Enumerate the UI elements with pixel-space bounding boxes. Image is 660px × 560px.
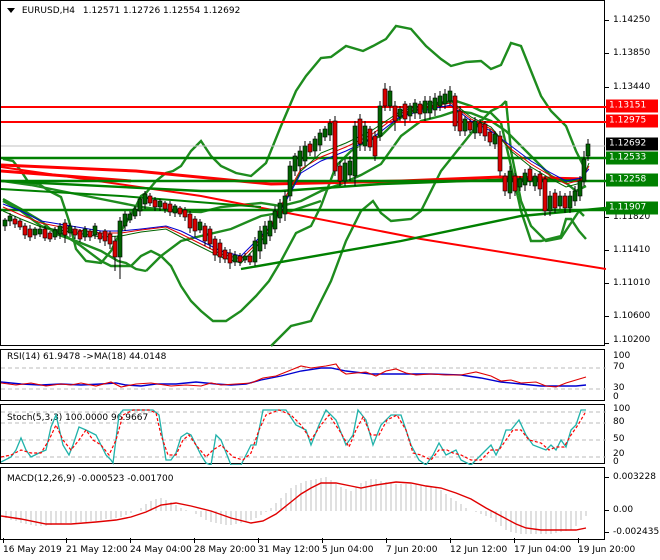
- price-tick: 1.13850: [613, 48, 651, 58]
- macd-tick: 0.003228: [613, 472, 656, 482]
- tick-mark: [605, 283, 609, 284]
- moving-averages: [2, 100, 590, 264]
- price-tick: 1.13440: [613, 82, 651, 92]
- rsi-axis: 100 70 30 0: [605, 349, 660, 402]
- tick-mark: [130, 538, 131, 543]
- ohlc-values: 1.12571 1.12726 1.12554 1.12692: [82, 6, 241, 16]
- rsi-tick: 70: [613, 362, 625, 372]
- tick-mark: [578, 538, 579, 543]
- rsi-tick: 0: [613, 392, 619, 402]
- tick-mark: [3, 538, 4, 543]
- stoch-tick: 0: [613, 457, 619, 467]
- price-axis[interactable]: 1.14250 1.13850 1.13440 1.11820 1.11410 …: [605, 0, 660, 346]
- time-label: 31 May 12:00: [258, 545, 320, 555]
- tick-mark: [386, 538, 387, 543]
- price-tick: 1.11820: [613, 212, 651, 222]
- time-label: 16 May 2019: [3, 545, 62, 555]
- stoch-canvas: [1, 408, 606, 465]
- macd-signal-line: [1, 481, 587, 531]
- macd-axis: 0.003228 0.00 -0.002435: [605, 467, 660, 540]
- rsi-title: RSI(14) 61.9478 ->MA(18) 44.0148: [7, 352, 167, 362]
- main-chart-pane[interactable]: EURUSD,H4 1.12571 1.12726 1.12554 1.1269…: [0, 0, 606, 347]
- rsi-pane[interactable]: RSI(14) 61.9478 ->MA(18) 44.0148: [0, 349, 606, 401]
- price-tick: 1.10200: [613, 335, 651, 345]
- price-tick: 1.14250: [613, 15, 651, 25]
- price-tick: 1.10600: [613, 311, 651, 321]
- tick-mark: [258, 538, 259, 543]
- candlesticks: [2, 83, 591, 279]
- rsi-tick: 30: [613, 383, 625, 393]
- tick-mark: [605, 53, 609, 54]
- stoch-tick: 50: [613, 434, 625, 444]
- macd-title: MACD(12,26,9) -0.000523 -0.001700: [7, 474, 174, 484]
- stoch-axis: 100 80 50 20 0: [605, 404, 660, 467]
- macd-tick: -0.002435: [613, 527, 660, 537]
- tick-mark: [605, 250, 609, 251]
- chart-header: EURUSD,H4 1.12571 1.12726 1.12554 1.1269…: [7, 6, 240, 16]
- time-label: 28 May 20:00: [194, 545, 256, 555]
- time-label: 19 Jun 20:00: [578, 545, 636, 555]
- current-price-badge: 1.12692: [606, 137, 658, 151]
- time-label: 5 Jun 04:00: [322, 545, 374, 555]
- resistance-badge-2: 1.12975: [606, 114, 658, 128]
- macd-canvas: [1, 477, 587, 534]
- tick-mark: [322, 538, 323, 543]
- macd-histogram: [5, 477, 587, 534]
- tick-mark: [450, 538, 451, 543]
- stoch-tick: 100: [613, 404, 631, 414]
- tick-mark: [194, 538, 195, 543]
- stoch-title: Stoch(5,3,3) 100.0000 96.9667: [7, 413, 149, 423]
- tick-mark: [605, 20, 609, 21]
- time-label: 7 Jun 20:00: [386, 545, 438, 555]
- tick-mark: [605, 343, 609, 344]
- macd-pane[interactable]: MACD(12,26,9) -0.000523 -0.001700: [0, 467, 605, 540]
- time-label: 12 Jun 12:00: [450, 545, 508, 555]
- rsi-tick: 100: [613, 351, 631, 361]
- support-badge-3: 1.11907: [606, 201, 658, 215]
- time-label: 21 May 12:00: [66, 545, 128, 555]
- resistance-badge-1: 1.13151: [606, 99, 658, 113]
- stoch-tick: 80: [613, 417, 625, 427]
- stoch-pane[interactable]: Stoch(5,3,3) 100.0000 96.9667: [0, 404, 606, 465]
- tick-mark: [605, 87, 609, 88]
- rsi-canvas: [1, 363, 606, 390]
- triangle-down-icon[interactable]: [7, 8, 15, 13]
- price-tick: 1.11410: [613, 245, 651, 255]
- support-badge-1: 1.12533: [606, 151, 658, 165]
- tick-mark: [514, 538, 515, 543]
- time-label: 17 Jun 04:00: [514, 545, 572, 555]
- tick-mark: [66, 538, 67, 543]
- tick-mark: [605, 510, 609, 511]
- price-tick: 1.11010: [613, 278, 651, 288]
- macd-tick: 0.00: [613, 505, 634, 515]
- support-badge-2: 1.12258: [606, 173, 658, 187]
- tick-mark: [605, 217, 609, 218]
- symbol-label: EURUSD,H4: [21, 6, 75, 16]
- tick-mark: [605, 316, 609, 317]
- price-chart-canvas: [1, 24, 606, 347]
- tick-mark: [605, 532, 609, 533]
- stoch-tick: 20: [613, 449, 625, 459]
- time-label: 24 May 04:00: [130, 545, 192, 555]
- tick-mark: [605, 477, 609, 478]
